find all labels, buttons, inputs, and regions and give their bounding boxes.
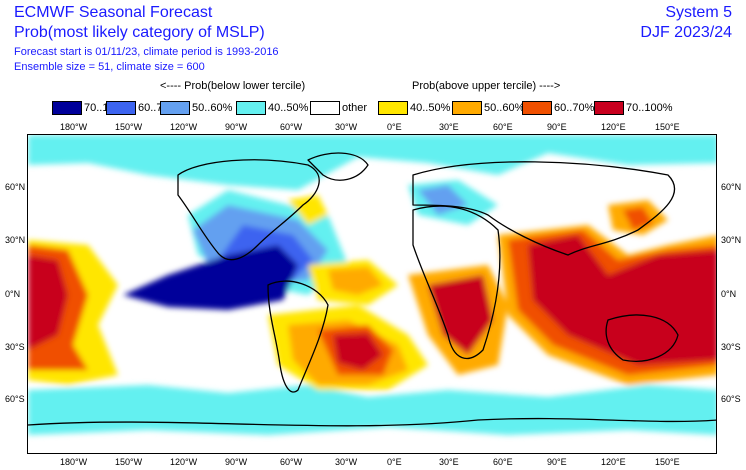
above-50-60-area-tropical-atlantic (328, 267, 383, 295)
legend-item: 50..60% (160, 100, 232, 116)
lon-tick-label: 120°W (170, 122, 198, 132)
above-70-100-area-west-pacific (28, 255, 68, 350)
ensemble-size-text: Ensemble size = 51, climate size = 600 (14, 61, 205, 73)
coastline-south-america (267, 280, 329, 393)
legend-item: 60..70% (522, 100, 594, 116)
lat-tick-label: 30°S (5, 342, 25, 352)
legend-item: 40..50% (378, 100, 450, 116)
lon-tick-label: 150°W (115, 122, 143, 132)
system-label: System 5 (665, 4, 732, 21)
coastline-australia (605, 314, 679, 362)
coastline-africa (412, 205, 501, 360)
below-40-50-area-north (28, 135, 716, 190)
legend-swatch (594, 101, 624, 115)
lon-tick-label: 120°E (601, 122, 626, 132)
lon-tick-label: 120°E (601, 457, 626, 467)
legend-swatch (452, 101, 482, 115)
legend-swatch (52, 101, 82, 115)
legend-label: 50..60% (484, 102, 525, 114)
legend-item: other (310, 100, 367, 116)
legend-item: 40..50% (236, 100, 308, 116)
legend-label: 50..60% (192, 102, 233, 114)
legend-swatch (236, 101, 266, 115)
lon-tick-label: 120°W (170, 457, 198, 467)
coastline-antarctica (28, 417, 716, 427)
above-70-100-area-south-atlantic (333, 333, 383, 370)
lat-tick-label: 60°S (721, 394, 741, 404)
legend-label: 40..50% (410, 102, 451, 114)
coastline-north-america (177, 159, 320, 261)
coastline-eurasia (412, 161, 676, 256)
lon-tick-label: 180°W (60, 457, 88, 467)
lon-tick-label: 90°E (547, 122, 567, 132)
legend-item: 50..60% (452, 100, 524, 116)
lat-tick-label: 0°N (5, 289, 21, 299)
lat-tick-label: 60°N (721, 182, 742, 192)
above-70-100-area-africa (428, 275, 493, 355)
lon-tick-label: 150°E (655, 122, 680, 132)
probability-map (28, 135, 716, 453)
lon-tick-label: 60°E (493, 122, 513, 132)
lon-tick-label: 150°W (115, 457, 143, 467)
lat-tick-label: 30°S (721, 342, 741, 352)
lat-tick-label: 0°N (721, 289, 737, 299)
lon-tick-label: 180°W (60, 122, 88, 132)
coastline-greenland (307, 152, 369, 181)
lat-tick-label: 60°N (5, 182, 26, 192)
above-40-50-area-north-america (288, 195, 328, 225)
legend-swatch (106, 101, 136, 115)
legend-swatch (310, 101, 340, 115)
legend-above-heading: Prob(above upper tercile) ----> (412, 80, 561, 92)
lat-tick-label: 30°N (5, 235, 26, 245)
lon-tick-label: 90°W (225, 457, 248, 467)
legend-swatch (378, 101, 408, 115)
lon-tick-label: 30°E (439, 122, 459, 132)
above-70-100-area-indo-pacific (528, 235, 716, 365)
lat-tick-label: 30°N (721, 235, 742, 245)
legend-label: 70..100% (626, 102, 673, 114)
lon-tick-label: 90°E (547, 457, 567, 467)
lon-tick-label: 0°E (387, 122, 402, 132)
lon-tick-label: 60°W (280, 122, 303, 132)
lon-tick-label: 60°W (280, 457, 303, 467)
forecast-start-text: Forecast start is 01/11/23, climate peri… (14, 46, 279, 58)
map-title: ECMWF Seasonal Forecast (14, 4, 213, 21)
legend-item: 70..100% (594, 100, 672, 116)
lon-tick-label: 60°E (493, 457, 513, 467)
season-label: DJF 2023/24 (640, 24, 732, 41)
lon-tick-label: 30°E (439, 457, 459, 467)
lon-tick-label: 0°E (387, 457, 402, 467)
legend-swatch (160, 101, 190, 115)
lat-tick-label: 60°S (5, 394, 25, 404)
legend-label: 60..70% (554, 102, 595, 114)
map-subtitle: Prob(most likely category of MSLP) (14, 24, 265, 41)
lon-tick-label: 30°W (335, 122, 358, 132)
legend: 70..100% 60..70% 50..60% 40..50% other 40..50… (0, 100, 746, 116)
lon-tick-label: 90°W (225, 122, 248, 132)
map-panel (27, 134, 717, 454)
lon-tick-label: 30°W (335, 457, 358, 467)
legend-swatch (522, 101, 552, 115)
legend-label: 40..50% (268, 102, 309, 114)
below-70-100-area (123, 245, 298, 310)
lon-tick-label: 150°E (655, 457, 680, 467)
legend-label: other (342, 102, 368, 114)
legend-below-heading: <---- Prob(below lower tercile) (160, 80, 306, 92)
